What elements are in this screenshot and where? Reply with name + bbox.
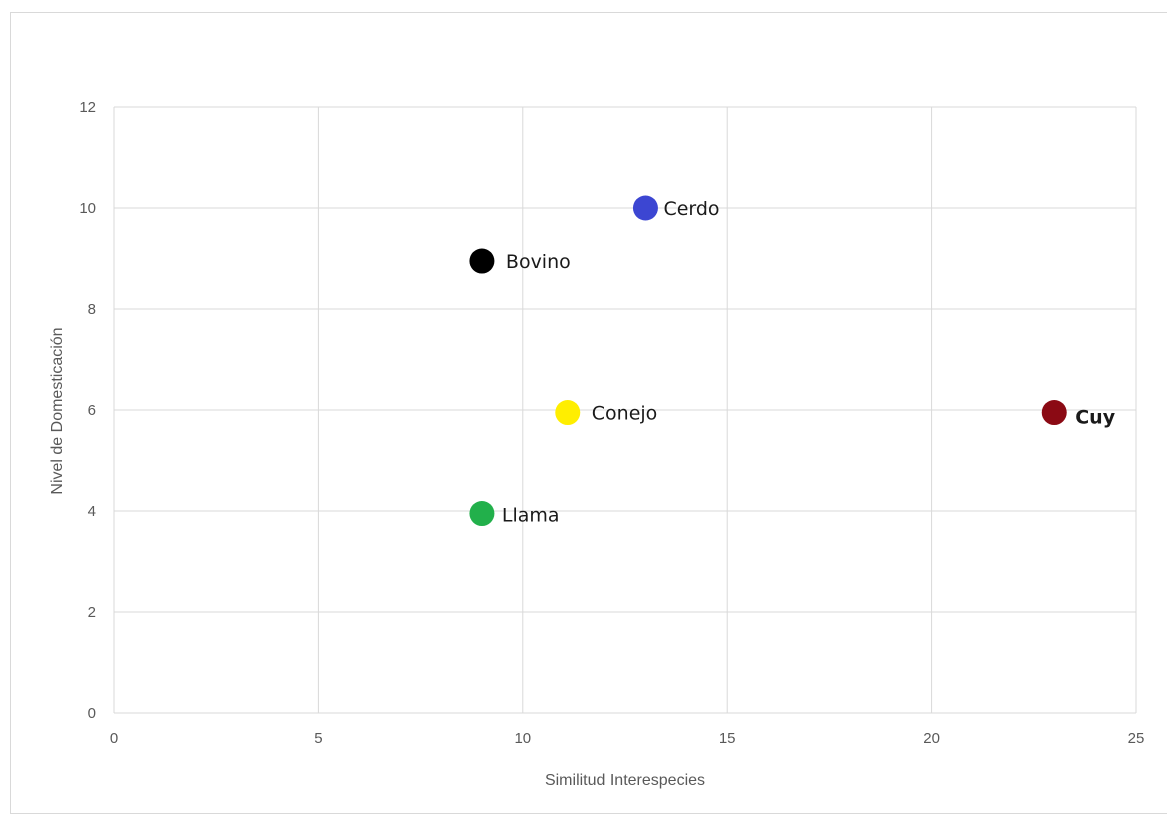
y-tick-label: 4 bbox=[88, 503, 96, 520]
x-axis-title: Similitud Interespecies bbox=[545, 772, 705, 789]
y-tick-label: 12 bbox=[79, 99, 96, 116]
grid-lines bbox=[113, 106, 1137, 714]
y-tick-label: 2 bbox=[88, 604, 96, 621]
y-tick-label: 8 bbox=[88, 301, 96, 318]
point-label-conejo: Conejo bbox=[592, 403, 658, 425]
x-tick-label: 10 bbox=[514, 730, 531, 747]
chart-frame bbox=[10, 12, 1167, 814]
point-label-cuy: Cuy bbox=[1075, 407, 1115, 429]
y-tick-label: 6 bbox=[88, 402, 96, 419]
point-label-llama: Llama bbox=[502, 505, 560, 527]
y-tick-labels: 0 2 4 6 8 10 12 bbox=[79, 99, 96, 722]
point-label-cerdo: Cerdo bbox=[663, 198, 719, 220]
point-llama bbox=[469, 501, 495, 527]
y-tick-label: 0 bbox=[88, 705, 96, 722]
x-tick-label: 15 bbox=[719, 730, 736, 747]
x-tick-label: 0 bbox=[110, 730, 118, 747]
point-bovino bbox=[469, 248, 495, 274]
data-points: Cerdo Bovino Conejo Cuy Llama bbox=[469, 195, 1116, 527]
x-tick-label: 20 bbox=[923, 730, 940, 747]
x-tick-label: 25 bbox=[1128, 730, 1145, 747]
y-axis-title: Nivel de Domesticación bbox=[49, 327, 66, 494]
point-cuy bbox=[1041, 400, 1067, 426]
point-cerdo bbox=[632, 195, 658, 221]
y-tick-label: 10 bbox=[79, 200, 96, 217]
x-tick-labels: 0 5 10 15 20 25 bbox=[110, 730, 1145, 747]
x-tick-label: 5 bbox=[314, 730, 322, 747]
point-conejo bbox=[555, 400, 581, 426]
point-label-bovino: Bovino bbox=[506, 251, 571, 273]
